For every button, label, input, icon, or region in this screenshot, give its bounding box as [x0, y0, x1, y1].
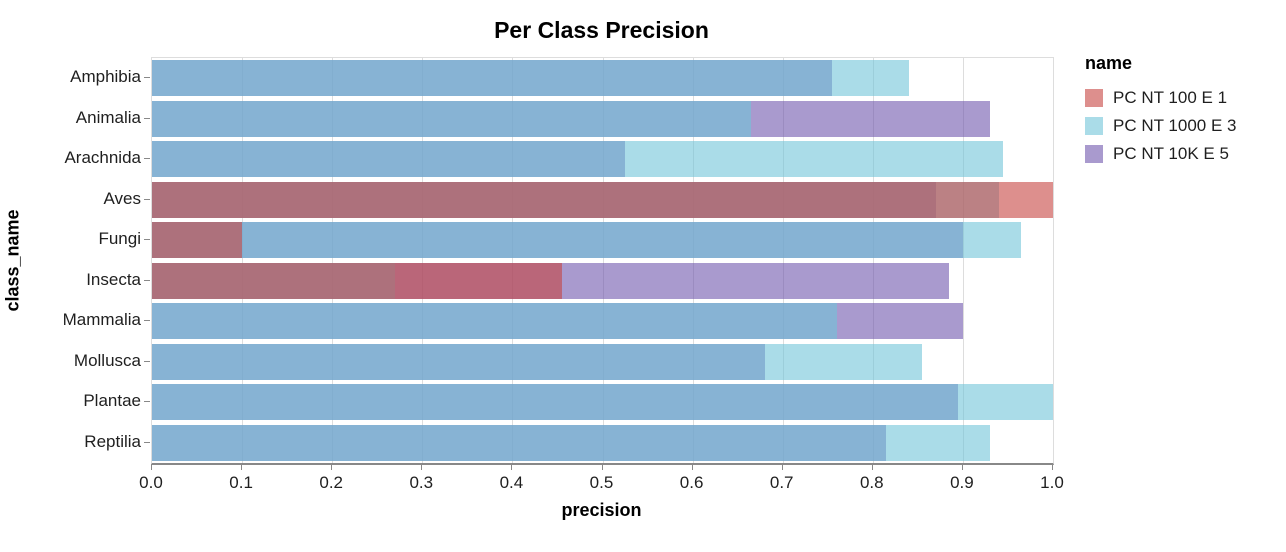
y-tick-label-mollusca: Mollusca [73, 350, 141, 370]
x-tick-label-0.3: 0.3 [409, 473, 434, 492]
legend-label-pc-nt-1000-e-3: PC NT 1000 E 3 [1113, 116, 1237, 135]
y-tick-mammalia [144, 320, 150, 322]
bar-arachnida-pc-nt-1000-e-3 [152, 141, 1004, 178]
legend-swatch-pc-nt-1000-e-3 [1085, 117, 1103, 135]
x-tick-1.0 [1052, 464, 1053, 470]
x-tick-label-1.0: 1.0 [1040, 473, 1064, 492]
gridline-x-0.8 [872, 58, 874, 463]
gridline-x-0.9 [962, 58, 964, 463]
legend-label-pc-nt-10k-e-5: PC NT 10K E 5 [1113, 144, 1229, 163]
y-tick-label-arachnida: Arachnida [64, 148, 141, 168]
gridline-x-0.7 [782, 58, 784, 463]
x-tick-label-0.9: 0.9 [950, 473, 974, 492]
y-tick-aves [144, 198, 150, 200]
x-tick-0.9 [961, 464, 963, 470]
y-tick-label-aves: Aves [103, 188, 142, 208]
bar-fungi-pc-nt-100-e-1 [152, 222, 243, 259]
x-tick-0.7 [781, 464, 783, 470]
y-tick-label-fungi: Fungi [98, 229, 141, 249]
y-tick-insecta [144, 279, 150, 281]
y-tick-mollusca [144, 360, 150, 362]
plot-area [151, 57, 1054, 465]
legend-item-pc-nt-100-e-1: PC NT 100 E 1 [1085, 84, 1236, 112]
gridline-x-0.5 [602, 58, 604, 463]
bar-animalia-pc-nt-1000-e-3 [152, 100, 752, 137]
y-tick-plantae [144, 401, 150, 403]
legend-swatch-pc-nt-10k-e-5 [1085, 145, 1103, 163]
legend: name PC NT 100 E 1 PC NT 1000 E 3 PC NT 10… [1085, 53, 1236, 168]
x-tick-label-0.2: 0.2 [319, 473, 343, 492]
x-tick-0.5 [601, 464, 603, 470]
x-tick-0.8 [871, 464, 873, 470]
x-tick-label-0.8: 0.8 [859, 473, 884, 492]
y-tick-label-amphibia: Amphibia [70, 67, 141, 87]
x-tick-label-0.0: 0.0 [139, 473, 163, 492]
bar-aves-pc-nt-100-e-1 [152, 181, 1053, 218]
x-tick-0.2 [331, 464, 333, 470]
gridline-x-0.1 [242, 58, 244, 463]
bar-fungi-pc-nt-1000-e-3 [152, 222, 1022, 259]
x-tick-label-0.5: 0.5 [589, 473, 614, 492]
y-tick-amphibia [144, 77, 150, 79]
bar-reptilia-pc-nt-1000-e-3 [152, 424, 990, 461]
y-axis-title: class_name [2, 209, 23, 312]
y-tick-label-insecta: Insecta [86, 269, 141, 289]
y-tick-label-reptilia: Reptilia [84, 431, 141, 451]
x-tick-label-0.6: 0.6 [679, 473, 704, 492]
bar-amphibia-pc-nt-1000-e-3 [152, 60, 909, 97]
y-tick-fungi [144, 239, 150, 241]
x-tick-0.1 [241, 464, 243, 470]
y-tick-label-animalia: Animalia [75, 107, 141, 127]
bar-plantae-pc-nt-1000-e-3 [152, 384, 1053, 421]
gridline-x-0.2 [332, 58, 334, 463]
x-tick-0.0 [151, 464, 152, 470]
y-tick-label-plantae: Plantae [83, 391, 141, 411]
x-tick-label-0.7: 0.7 [769, 473, 794, 492]
legend-label-pc-nt-100-e-1: PC NT 100 E 1 [1113, 88, 1228, 107]
y-tick-label-mammalia: Mammalia [62, 310, 141, 330]
y-tick-animalia [144, 117, 150, 119]
chart-title: Per Class Precision [494, 17, 709, 43]
legend-item-pc-nt-10k-e-5: PC NT 10K E 5 [1085, 140, 1236, 168]
x-axis-title: precision [561, 500, 642, 520]
bar-insecta-pc-nt-100-e-1 [152, 262, 562, 299]
x-tick-label-0.1: 0.1 [229, 473, 253, 492]
x-tick-0.4 [511, 464, 513, 470]
gridline-x-0.4 [512, 58, 514, 463]
bar-mammalia-pc-nt-1000-e-3 [152, 303, 837, 340]
gridline-x-0.3 [422, 58, 424, 463]
gridline-x-0.6 [692, 58, 694, 463]
legend-title: name [1085, 53, 1133, 73]
x-tick-label-0.4: 0.4 [499, 473, 524, 492]
y-tick-reptilia [144, 441, 150, 443]
legend-swatch-pc-nt-100-e-1 [1085, 89, 1103, 107]
bar-mollusca-pc-nt-1000-e-3 [152, 343, 923, 380]
x-tick-0.3 [421, 464, 423, 470]
x-tick-0.6 [691, 464, 693, 470]
legend-item-pc-nt-1000-e-3: PC NT 1000 E 3 [1085, 112, 1236, 140]
y-tick-arachnida [144, 158, 150, 160]
